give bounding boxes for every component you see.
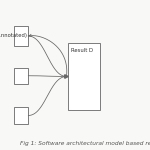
FancyBboxPatch shape [68, 43, 100, 110]
Text: Result D: Result D [71, 48, 93, 54]
Text: ...nnotated): ...nnotated) [0, 33, 28, 39]
Text: Fig 1: Software architectural model based refactoring appr: Fig 1: Software architectural model base… [20, 141, 150, 146]
FancyBboxPatch shape [14, 107, 28, 124]
FancyBboxPatch shape [14, 68, 28, 84]
FancyBboxPatch shape [14, 26, 28, 46]
